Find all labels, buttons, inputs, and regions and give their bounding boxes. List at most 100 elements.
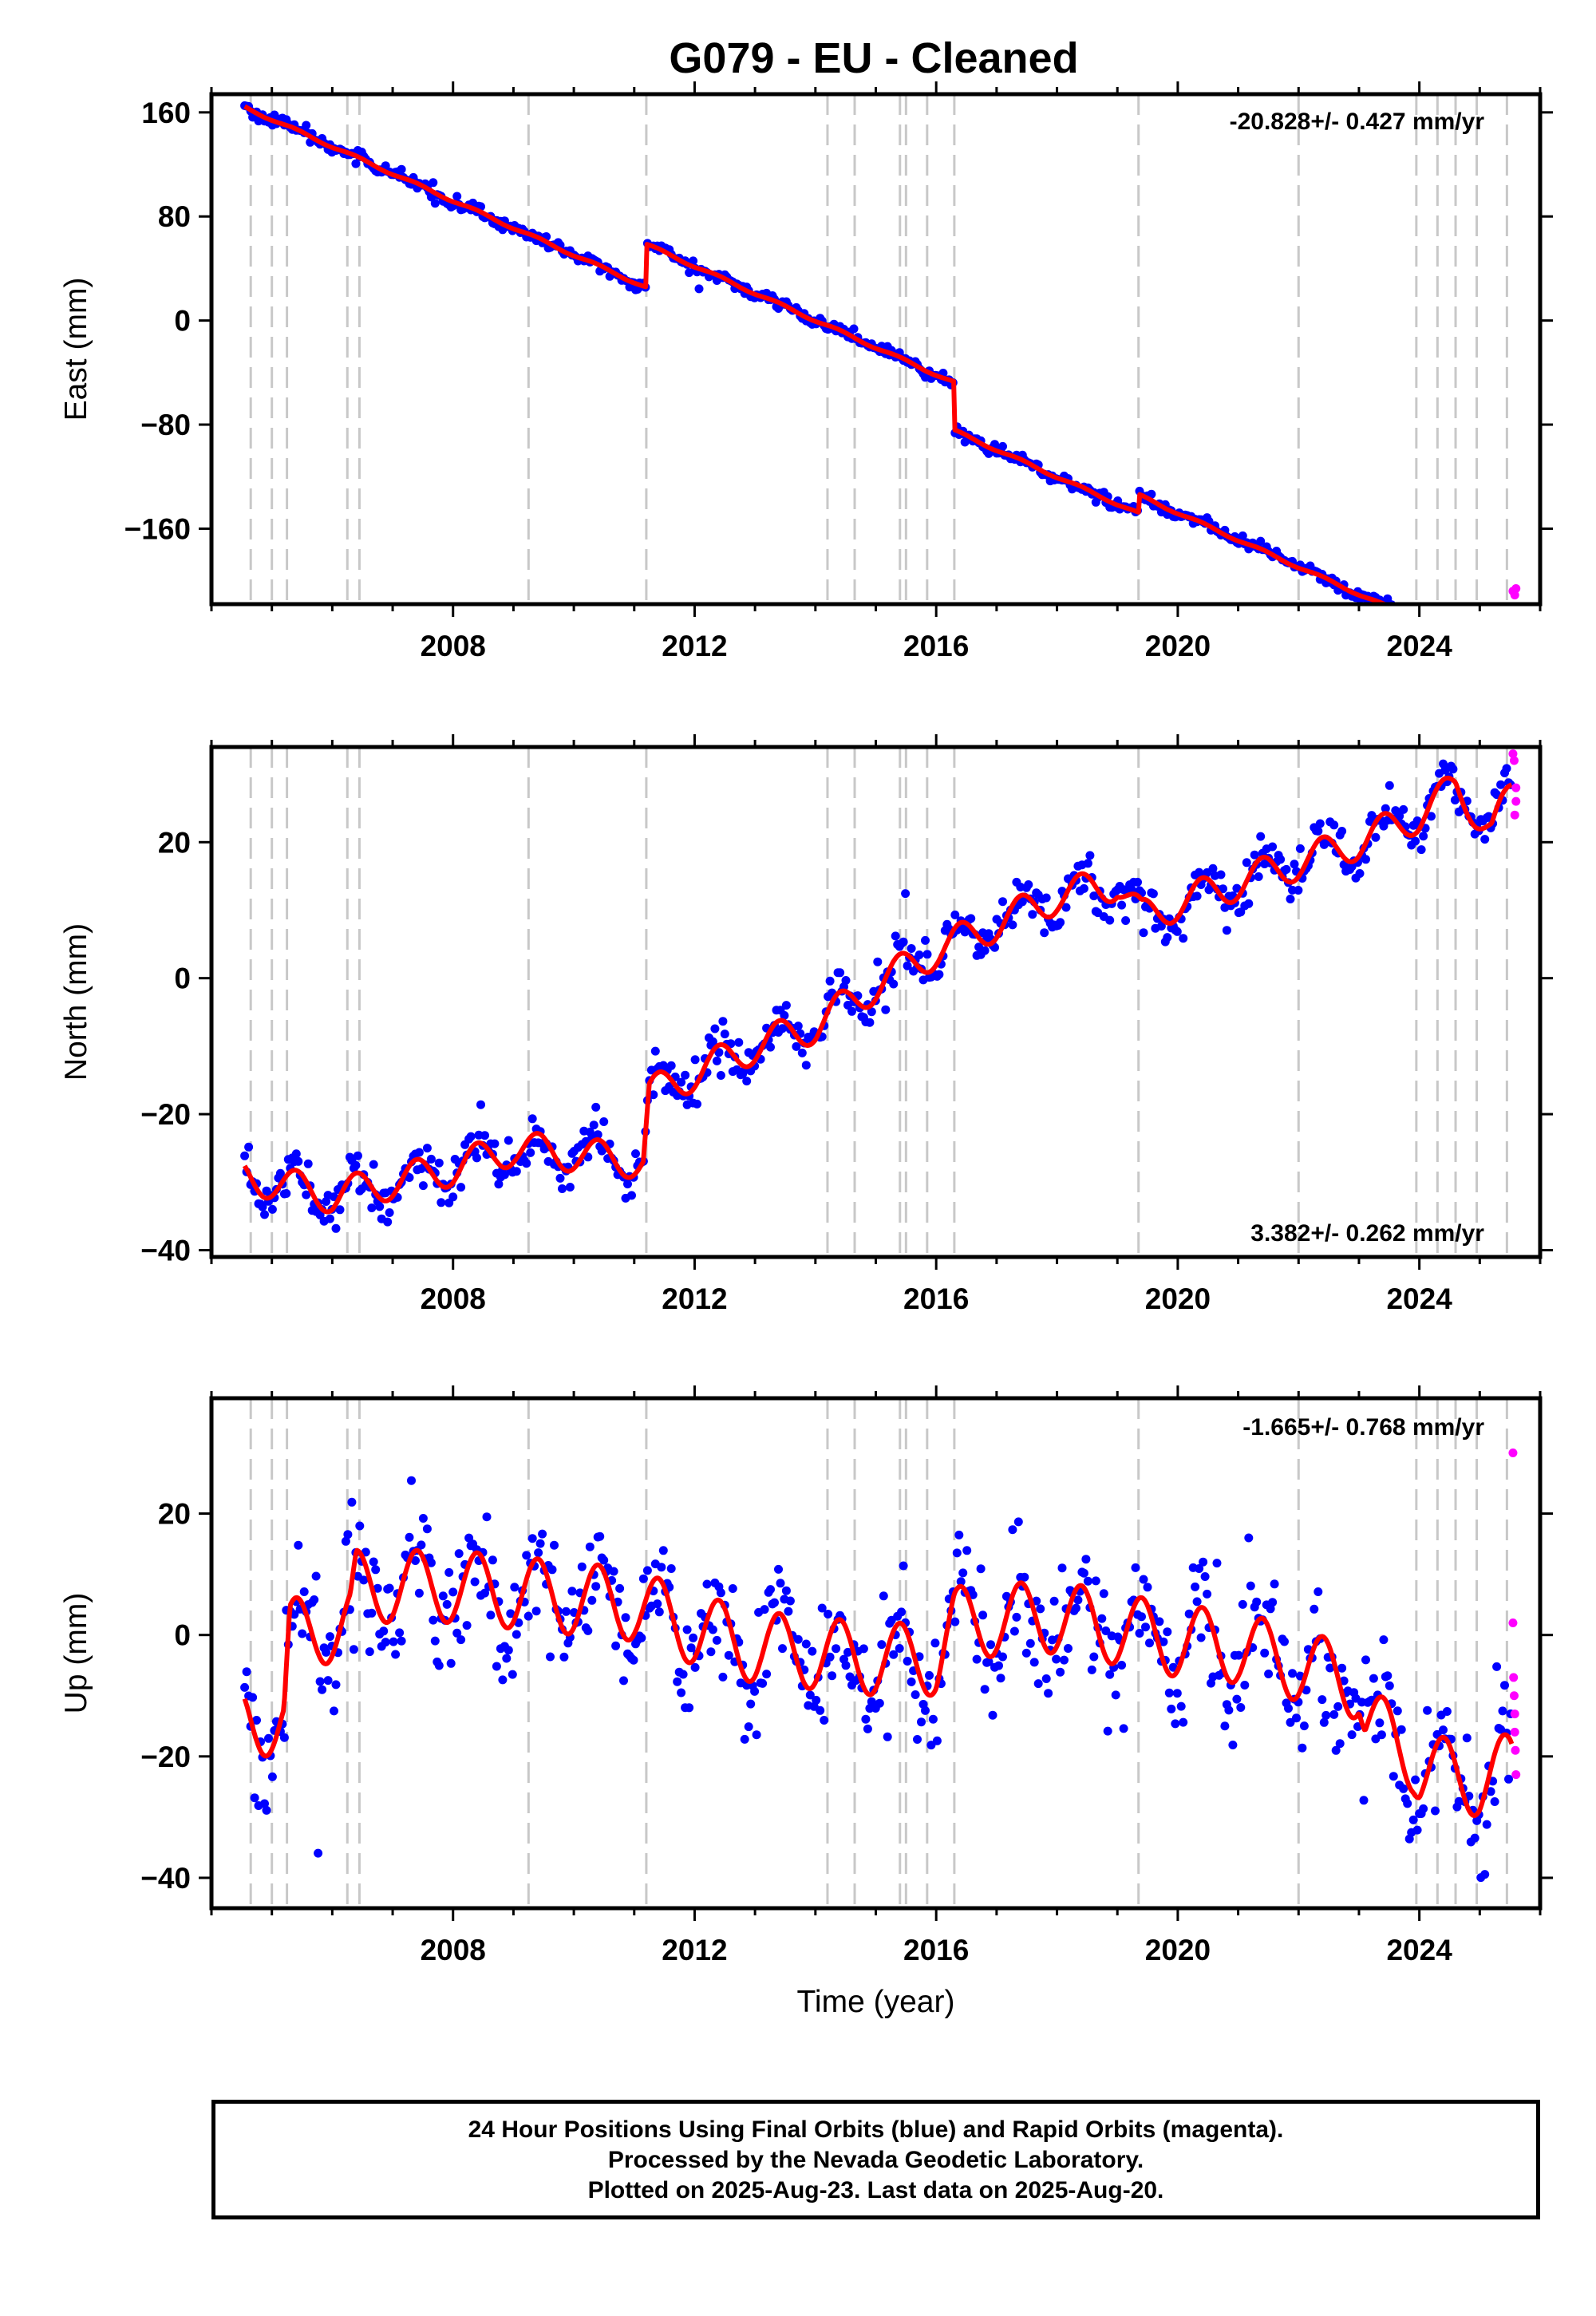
data-point xyxy=(242,1667,251,1677)
data-point xyxy=(1008,1525,1017,1535)
data-point xyxy=(526,1148,535,1157)
data-point xyxy=(1049,1596,1059,1606)
data-point xyxy=(1117,1661,1127,1670)
data-point xyxy=(1468,643,1477,652)
data-point xyxy=(998,1652,1007,1662)
data-point xyxy=(1119,1724,1128,1733)
data-point xyxy=(1321,1710,1331,1720)
x-tick-label: 2024 xyxy=(1386,1282,1452,1315)
data-point xyxy=(500,1170,509,1180)
data-point xyxy=(589,1120,598,1130)
data-point xyxy=(522,1551,531,1560)
data-point xyxy=(1228,1741,1238,1749)
data-point xyxy=(1268,842,1278,852)
data-point xyxy=(1482,1820,1491,1829)
data-point xyxy=(341,1536,350,1546)
data-point xyxy=(689,256,698,266)
data-point xyxy=(1099,1589,1108,1599)
data-point xyxy=(718,1017,728,1026)
data-point xyxy=(448,1192,458,1202)
data-point xyxy=(922,950,932,959)
data-point xyxy=(349,1645,358,1654)
data-point xyxy=(1196,1633,1206,1642)
data-point xyxy=(535,1539,545,1548)
data-point xyxy=(1379,1635,1389,1645)
data-point xyxy=(1411,1775,1420,1784)
data-point xyxy=(824,1610,833,1618)
data-point xyxy=(1083,859,1092,868)
data-point xyxy=(430,199,440,208)
data-point xyxy=(984,1657,994,1666)
data-point xyxy=(1317,1695,1327,1705)
rapid-orbit-points-north xyxy=(1508,749,1521,820)
data-point xyxy=(841,1661,851,1670)
data-point xyxy=(1121,916,1131,925)
data-point xyxy=(1009,1626,1019,1636)
footer-line-orbits: 24 Hour Positions Using Final Orbits (bl… xyxy=(468,2116,1284,2143)
data-point xyxy=(260,1799,269,1808)
data-point xyxy=(595,1531,605,1541)
rapid-point xyxy=(1510,810,1519,820)
data-point xyxy=(1408,1815,1418,1824)
data-point xyxy=(1036,1604,1045,1614)
data-point xyxy=(615,1583,625,1593)
data-point xyxy=(1498,1706,1507,1716)
data-point xyxy=(456,1635,466,1645)
data-point xyxy=(1439,1725,1448,1735)
data-point xyxy=(1079,1568,1088,1578)
data-point xyxy=(1325,1663,1335,1673)
y-tick-label: 0 xyxy=(174,305,191,338)
data-point xyxy=(793,1022,803,1031)
data-point xyxy=(1371,832,1381,842)
data-point xyxy=(480,1588,489,1598)
data-point xyxy=(1105,915,1115,925)
data-point xyxy=(1041,893,1051,903)
y-tick-label: −40 xyxy=(140,1234,191,1267)
data-point xyxy=(452,192,462,201)
data-point xyxy=(1480,835,1490,844)
data-point xyxy=(1500,650,1509,658)
data-point xyxy=(1369,1674,1378,1683)
data-point xyxy=(1276,855,1286,864)
data-point xyxy=(1172,1689,1182,1698)
data-point xyxy=(820,1716,829,1725)
data-point xyxy=(781,1001,791,1010)
data-point xyxy=(1079,883,1088,893)
data-point xyxy=(1419,619,1428,628)
data-point xyxy=(267,1204,277,1214)
data-point xyxy=(1315,819,1325,828)
data-point xyxy=(666,1564,676,1573)
data-point xyxy=(437,1198,446,1207)
rapid-point xyxy=(1509,756,1519,765)
data-point xyxy=(932,1736,942,1745)
data-point xyxy=(422,1524,432,1534)
data-point xyxy=(1056,1667,1065,1677)
plot-area-north xyxy=(240,747,1521,1257)
data-point xyxy=(921,1705,930,1715)
data-point xyxy=(506,1609,516,1618)
data-point xyxy=(381,1638,390,1647)
data-point xyxy=(1073,1595,1083,1605)
data-point xyxy=(1415,619,1424,627)
data-point xyxy=(1395,812,1404,820)
data-point xyxy=(523,1611,533,1621)
data-point xyxy=(476,1100,485,1109)
footer-notes: 24 Hour Positions Using Final Orbits (bl… xyxy=(211,2100,1540,2219)
data-point xyxy=(1298,1743,1307,1753)
data-point xyxy=(546,1652,555,1662)
data-point xyxy=(889,979,899,989)
data-point xyxy=(1314,1587,1323,1596)
data-point xyxy=(315,1677,325,1686)
data-point xyxy=(781,1586,791,1595)
data-point xyxy=(774,1564,783,1574)
x-axis-north: 2008 2012 2016 2020 2024 xyxy=(210,734,1542,1315)
data-point xyxy=(780,1010,789,1020)
data-point xyxy=(1507,657,1515,666)
data-point xyxy=(294,1540,303,1550)
data-point xyxy=(1331,1745,1341,1755)
data-point xyxy=(903,961,912,970)
data-point xyxy=(510,1583,519,1592)
data-point xyxy=(1171,1719,1180,1729)
data-point xyxy=(414,1148,424,1157)
data-point xyxy=(262,1805,271,1815)
